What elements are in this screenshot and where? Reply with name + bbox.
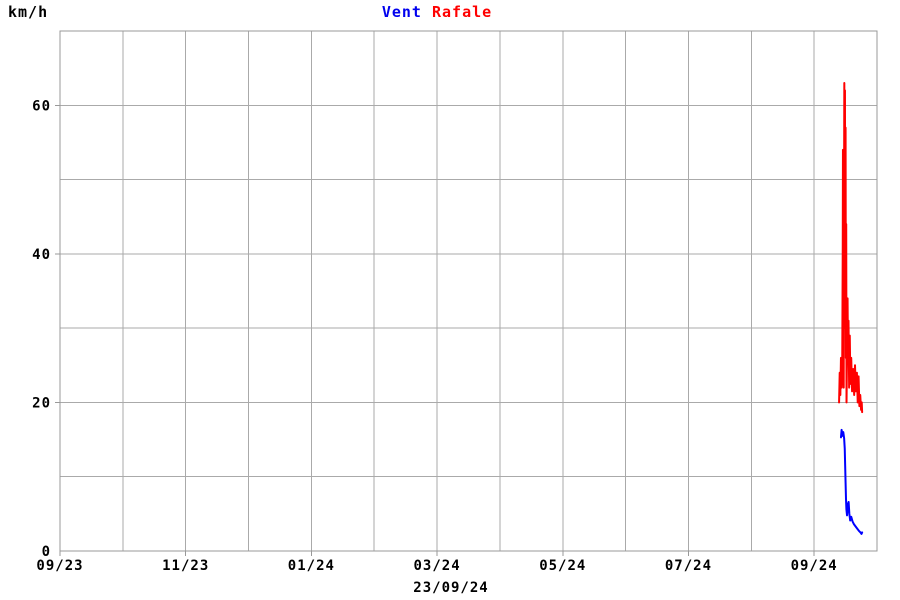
plot-frame [59, 30, 878, 552]
chart-title-vent: Vent [381, 3, 422, 21]
y-tick-label: 40 [32, 247, 51, 263]
x-tick-label: 05/24 [539, 558, 586, 574]
chart-title: Vent Rafale [382, 3, 492, 21]
series-line-vent [839, 428, 864, 535]
y-axis-unit-label: km/h [8, 3, 49, 21]
y-tick-label: 60 [32, 98, 51, 114]
y-tick-label: 20 [32, 395, 51, 411]
x-tick-label: 11/23 [162, 558, 209, 574]
x-tick-label: 01/24 [288, 558, 335, 574]
x-tick-label: 07/24 [665, 558, 712, 574]
x-tick-label: 09/24 [791, 558, 838, 574]
x-tick-label: 03/24 [413, 558, 460, 574]
series-line-rafale [838, 82, 864, 414]
current-date-label: 23/09/24 [413, 580, 489, 596]
x-tick-label: 09/23 [36, 558, 83, 574]
y-tick-label: 0 [42, 544, 51, 560]
chart-title-rafale: Rafale [431, 3, 493, 21]
